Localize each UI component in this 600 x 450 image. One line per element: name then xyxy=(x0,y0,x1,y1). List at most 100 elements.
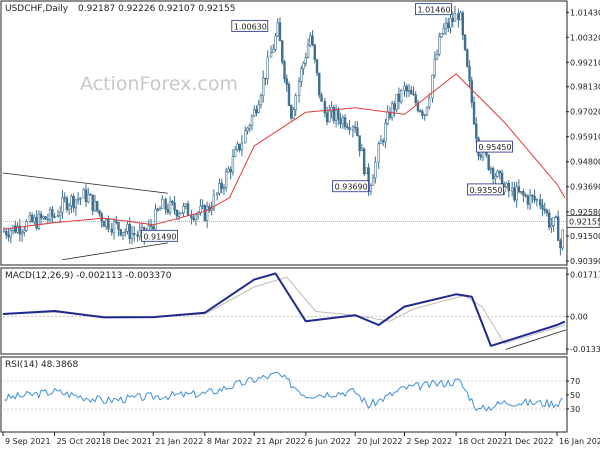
price-candle-body xyxy=(379,140,383,145)
price-candle-body xyxy=(140,227,144,231)
price-candle-body xyxy=(461,12,465,36)
price-candle-body xyxy=(438,36,441,55)
price-candle-body xyxy=(51,209,54,217)
price-y-tick-label: 1.00320 xyxy=(570,33,600,42)
price-candle-body xyxy=(517,186,521,193)
x-tick-label: 8 Dec 2021 xyxy=(106,437,152,446)
price-candle-body xyxy=(156,208,159,211)
price-candle-body xyxy=(348,127,351,131)
price-candle-body xyxy=(87,194,90,203)
x-tick-label: 20 Jul 2022 xyxy=(357,437,402,446)
price-candle-body xyxy=(91,194,94,212)
price-candle-body xyxy=(136,234,139,237)
price-candle-body xyxy=(130,233,134,239)
price-candle-body xyxy=(93,201,97,212)
price-candle-body xyxy=(334,109,338,121)
x-tick-label: 2 Sep 2022 xyxy=(407,437,453,446)
price-candle-body xyxy=(365,167,368,175)
price-y-tick-label: 0.95910 xyxy=(570,133,600,142)
price-candle-body xyxy=(416,102,420,111)
price-candle-body xyxy=(124,230,127,233)
price-candle-body xyxy=(255,109,258,114)
last-price-tag xyxy=(566,214,600,228)
price-candle-body xyxy=(186,203,190,216)
price-candle-body xyxy=(56,215,60,217)
price-candle-body xyxy=(313,44,316,60)
watermark: ActionForex.com xyxy=(80,73,238,95)
price-candle-body xyxy=(180,212,183,215)
price-y-tick-label: 0.97020 xyxy=(570,108,600,117)
price-candle-body xyxy=(559,240,562,249)
price-candle-body xyxy=(48,209,52,220)
last-price-tag-label: 0.92155 xyxy=(569,217,600,226)
price-candle-body xyxy=(72,195,75,209)
price-annotation-label: 0.93550 xyxy=(469,186,502,195)
price-annotation-label: 1.01460 xyxy=(417,6,450,15)
rsi-y-tick-label: 70 xyxy=(570,377,580,386)
price-candle-body xyxy=(278,22,282,42)
price-candle-body xyxy=(76,198,80,201)
price-candle-body xyxy=(39,213,43,219)
price-candle-body xyxy=(23,230,26,233)
price-candle-body xyxy=(487,154,490,170)
price-annotation-label: 1.00630 xyxy=(234,22,267,31)
triangle-lower-trendline xyxy=(62,242,168,261)
price-candle-body xyxy=(330,107,333,112)
price-candle-body xyxy=(302,62,305,69)
price-candle-body xyxy=(182,205,185,214)
price-candle-body xyxy=(297,80,301,96)
price-candle-body xyxy=(463,34,467,50)
macd-y-tick-label: 0.00 xyxy=(570,312,588,321)
price-candle-body xyxy=(236,143,239,150)
price-candle-body xyxy=(545,210,549,214)
price-candle-body xyxy=(528,194,532,205)
price-candle-body xyxy=(115,220,118,223)
price-candle-body xyxy=(427,97,431,108)
macd-trendline xyxy=(505,329,567,350)
price-candle-body xyxy=(168,200,172,213)
price-candle-body xyxy=(470,80,473,103)
price-candle-body xyxy=(377,143,380,163)
price-candle-body xyxy=(550,225,553,228)
price-y-tick-label: 1.01430 xyxy=(570,8,600,17)
price-candle-body xyxy=(397,93,401,102)
price-candle-body xyxy=(117,222,120,230)
price-candle-body xyxy=(203,205,207,221)
price-candle-body xyxy=(543,208,546,211)
price-candle-body xyxy=(315,59,319,74)
price-candle-body xyxy=(276,22,279,37)
price-candle-body xyxy=(351,126,355,131)
price-candle-body xyxy=(100,213,103,222)
price-candle-body xyxy=(266,56,269,80)
price-candle-body xyxy=(161,198,164,209)
price-candle-body xyxy=(405,85,408,92)
price-candle-body xyxy=(212,194,216,210)
x-tick-label: 21 Jan 2022 xyxy=(155,437,203,446)
price-candle-body xyxy=(539,199,542,206)
price-candle-body xyxy=(505,182,508,188)
price-candle-body xyxy=(399,90,403,102)
price-candle-body xyxy=(210,208,213,211)
price-candle-body xyxy=(332,107,336,121)
price-candle-body xyxy=(309,35,312,46)
price-candle-body xyxy=(440,33,443,38)
price-annotation-box xyxy=(415,3,452,16)
price-candle-body xyxy=(199,206,202,213)
price-candle-body xyxy=(74,199,78,209)
price-y-tick-label: 0.91500 xyxy=(570,232,600,241)
price-candle-body xyxy=(119,229,122,236)
price-candle-body xyxy=(70,195,73,207)
price-candle-body xyxy=(133,233,136,236)
price-candle-body xyxy=(238,143,241,151)
price-candle-body xyxy=(224,171,228,188)
price-candle-body xyxy=(390,103,394,118)
price-candle-body xyxy=(16,225,19,233)
price-candle-body xyxy=(339,118,342,125)
price-y-tick-label: 0.92580 xyxy=(570,208,600,217)
price-candle-body xyxy=(61,197,64,213)
price-candle-body xyxy=(7,234,10,238)
rsi-line xyxy=(3,371,563,412)
price-candle-body xyxy=(253,109,256,117)
price-candle-body xyxy=(466,49,469,67)
annotations-layer: 1.00630 1.01460 0.93690 0.93550 0.95450 0.914… xyxy=(141,3,513,242)
